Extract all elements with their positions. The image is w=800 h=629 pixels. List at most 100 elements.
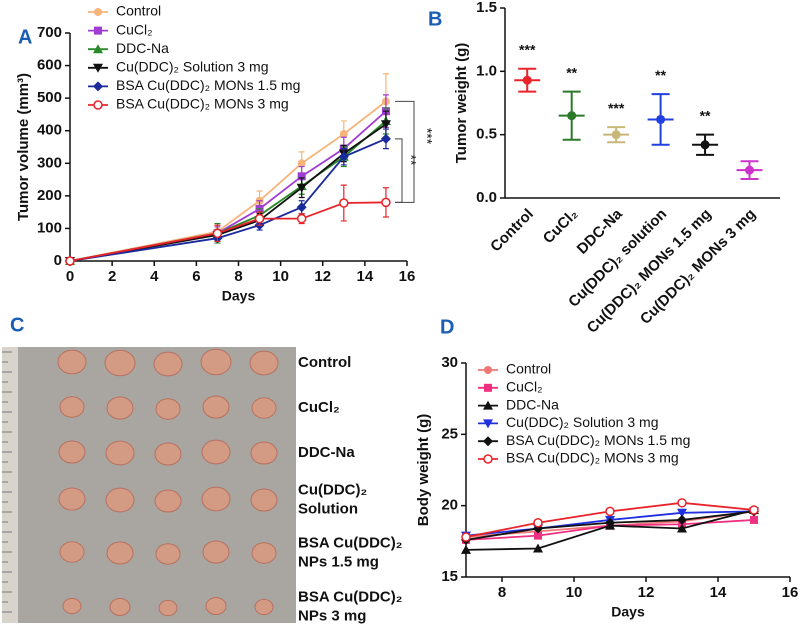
tumor [251,397,277,419]
tumor [106,396,134,420]
legend-marker [93,81,103,92]
panel-label: B [428,8,442,30]
x-tick-label: 14 [357,268,374,285]
panel-label: D [440,316,454,338]
ruler [2,347,18,623]
x-tick-label: 16 [399,268,416,285]
x-tick-label: 12 [638,584,655,601]
y-tick-label: 700 [37,24,62,41]
y-tick-label: 300 [37,154,62,171]
x-tick-label: 2 [108,268,116,285]
marker [254,213,265,224]
dot [567,111,577,121]
y-tick-label: 15 [441,568,458,585]
marker [297,159,306,168]
tumor [59,396,85,418]
tumor [104,349,136,377]
tumor [109,598,131,616]
value-label: *** [608,100,625,116]
value-label: ** [655,67,666,83]
series-line [69,100,387,262]
marker [380,120,391,130]
y-tick-label: 0.0 [476,189,497,206]
marker [605,517,615,528]
x-tick-label: 10 [566,584,583,601]
marker [461,544,471,554]
tumor [57,349,87,375]
marker [677,514,687,525]
y-tick-label: 25 [441,425,458,442]
marker [296,213,307,224]
legend-marker [483,419,493,429]
tumor [205,597,227,615]
x-tick-label: 0 [66,268,74,285]
row-label: BSA Cu(DDC)₂ [298,534,402,551]
annotation: *** [419,128,435,145]
value-label: ** [566,64,577,80]
tumor [154,489,182,513]
y-axis-label: Tumor volume (mm³) [15,73,32,221]
tumor [254,598,274,616]
marker [749,505,759,515]
legend-marker [483,436,493,447]
significance-bracket [395,138,403,203]
marker [296,202,307,213]
legend-label: CuCl₂ [506,379,543,395]
tumor [62,597,82,615]
tumor [249,350,279,376]
y-tick-label: 0 [54,252,62,269]
x-tick-label: 8 [234,268,242,285]
x-tick-label: 14 [710,584,727,601]
y-axis-label: Tumor weight (g) [453,43,470,164]
legend-label: BSA Cu(DDC)₂ MONs 1.5 mg [116,77,300,93]
photo-background [2,347,296,623]
x-tick-label: 10 [272,268,289,285]
legend-label: Cu(DDC)₂ Solution 3 mg [116,59,268,75]
tumor [201,486,231,512]
x-axis-label: Days [222,288,256,304]
legend-label: DDC-Na [506,396,559,412]
marker [461,532,471,542]
legend-label: BSA Cu(DDC)₂ MONs 3 mg [116,96,289,112]
x-tick-label: 12 [314,268,331,285]
tumor [106,541,134,565]
marker [533,543,543,553]
marker [605,506,615,517]
marker [750,515,758,524]
legend-marker [483,400,493,410]
tumor [154,442,182,466]
y-tick-label: 20 [441,497,458,514]
row-label: NPs 1.5 mg [298,553,379,570]
dot [745,165,755,175]
row-label: DDC-Na [298,444,355,461]
tumor [200,348,232,376]
marker [533,518,543,528]
x-tick-label: CuCl₂ [540,206,581,247]
marker [381,197,391,208]
y-tick-label: 0.5 [476,126,497,143]
series-line [69,123,387,262]
tumor [155,543,181,565]
legend-marker [93,100,103,110]
y-tick-label: 30 [441,354,458,371]
marker [212,228,223,239]
legend-marker [484,366,492,374]
row-label: NPs 3 mg [298,607,366,624]
legend-marker [484,383,492,392]
series-line [69,201,386,262]
marker [296,183,307,193]
panel-label: A [18,26,32,48]
tumor [58,487,86,511]
row-label: Control [298,354,351,371]
y-tick-label: 200 [37,187,62,204]
legend-label: Cu(DDC)₂ Solution 3 mg [506,414,658,430]
series-line [69,138,387,262]
legend-label: Control [116,3,161,19]
legend-label: BSA Cu(DDC)₂ MONs 1.5 mg [506,432,690,448]
tumor [59,541,85,563]
marker [339,198,349,208]
tumor [153,351,183,377]
tumor [155,398,181,420]
tumor [158,599,178,617]
